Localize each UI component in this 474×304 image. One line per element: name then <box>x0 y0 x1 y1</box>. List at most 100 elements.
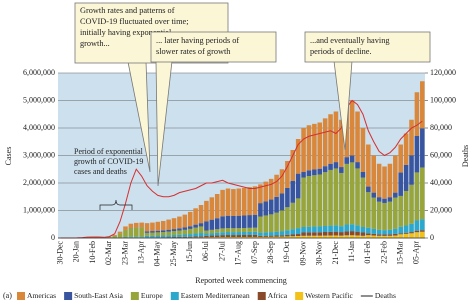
bar-segment <box>279 235 285 237</box>
bar-segment <box>214 229 220 233</box>
bar-segment <box>241 187 247 216</box>
bar-segment <box>231 232 236 236</box>
bar-segment <box>171 231 177 236</box>
bar-segment <box>182 234 188 237</box>
x-tick-label: 06-Jul <box>201 240 210 261</box>
bar-segment <box>306 235 312 238</box>
y-axis-title: Cases <box>4 147 13 166</box>
bar-segment <box>133 222 139 228</box>
bar-segment <box>339 172 344 227</box>
bar-segment <box>355 231 360 236</box>
legend-label: Europe <box>141 291 164 300</box>
bar-segment <box>322 172 328 227</box>
bar-segment <box>225 235 231 238</box>
bar-segment <box>360 128 366 172</box>
bar-segment <box>258 232 263 236</box>
bar-segment <box>171 237 177 238</box>
bar-segment <box>268 236 274 238</box>
bar-segment <box>360 235 366 238</box>
bar-segment <box>139 222 144 228</box>
bar-segment <box>285 161 290 188</box>
bar-segment <box>225 237 231 238</box>
bar-segment <box>166 231 171 236</box>
y2-tick-label: 120,000 <box>430 68 456 77</box>
bar-segment <box>333 111 339 163</box>
callouts: Growth rates and patterns of COVID-19 fl… <box>74 2 431 187</box>
bar-segment <box>285 234 290 237</box>
y-tick-label: 4,000,000 <box>23 123 55 132</box>
bar-segment <box>155 230 161 233</box>
bar-segment <box>204 235 209 238</box>
bar-segment <box>393 192 398 198</box>
legend-swatch <box>64 292 73 300</box>
bar-segment <box>333 162 339 169</box>
bar-segment <box>209 229 215 234</box>
bar-segment <box>306 170 312 176</box>
legend-swatch <box>17 292 25 300</box>
bar-segment <box>166 219 171 230</box>
y2-axis-title: Deaths <box>461 145 470 167</box>
bar-segment <box>409 119 414 156</box>
bar-segment <box>258 184 263 204</box>
bar-segment <box>263 236 269 238</box>
bar-segment <box>214 194 220 219</box>
bar-segment <box>204 200 209 222</box>
bar-segment <box>150 232 155 236</box>
x-tick-label: 30-Nov <box>315 241 324 265</box>
bar-segment <box>420 81 425 129</box>
bar-segment <box>182 229 188 235</box>
bar-segment <box>371 233 376 236</box>
bar-segment <box>306 232 312 236</box>
bar-segment <box>166 229 171 232</box>
bar-segment <box>398 144 403 173</box>
bar-segment <box>414 232 420 238</box>
bar-segment <box>376 197 382 202</box>
bar-segment <box>220 237 225 238</box>
bar-segment <box>328 231 333 236</box>
bar-segment <box>301 172 306 178</box>
bar-segment <box>349 224 355 232</box>
bar-segment <box>328 169 333 226</box>
bar-segment <box>220 232 225 236</box>
bar-segment <box>209 219 215 230</box>
callout-text: ... later having periods of <box>156 36 239 45</box>
bar-segment <box>301 177 306 227</box>
y-tick-label: 5,000,000 <box>23 95 55 104</box>
bar-segment <box>420 231 425 238</box>
bar-segment <box>328 163 333 170</box>
bar-segment <box>279 236 285 238</box>
bar-segment <box>225 188 231 216</box>
bar-segment <box>274 231 279 236</box>
bar-segment <box>193 236 198 238</box>
bar-segment <box>268 214 274 233</box>
bar-segment <box>285 207 290 231</box>
bar-segment <box>382 234 387 236</box>
bar-segment <box>409 155 414 185</box>
bar-segment <box>123 230 128 237</box>
bar-segment <box>339 119 344 168</box>
bar-segment <box>366 192 371 228</box>
bar-segment <box>160 237 166 238</box>
bar-segment <box>252 236 258 238</box>
bar-segment <box>285 230 290 235</box>
bar-segment <box>274 174 279 197</box>
bar-segment <box>420 230 425 232</box>
bar-segment <box>371 228 376 234</box>
legend-label: Deaths <box>375 291 396 300</box>
bar-segment <box>177 236 182 238</box>
bar-segment <box>371 197 376 229</box>
y2-tick-label: 20,000 <box>430 205 452 214</box>
callout-text: Growth rates and patterns of <box>80 6 175 15</box>
bar-segment <box>241 232 247 236</box>
bar-segment <box>371 235 376 238</box>
bar-segment <box>209 235 215 238</box>
bar-segment <box>398 234 403 238</box>
bar-segment <box>317 232 323 236</box>
bar-segment <box>328 235 333 238</box>
bar-segment <box>355 225 360 232</box>
bar-segment <box>144 223 150 232</box>
bar-segment <box>231 235 236 238</box>
bar-segment <box>182 227 188 230</box>
bar-segment <box>322 226 328 233</box>
bar-segment <box>376 235 382 238</box>
